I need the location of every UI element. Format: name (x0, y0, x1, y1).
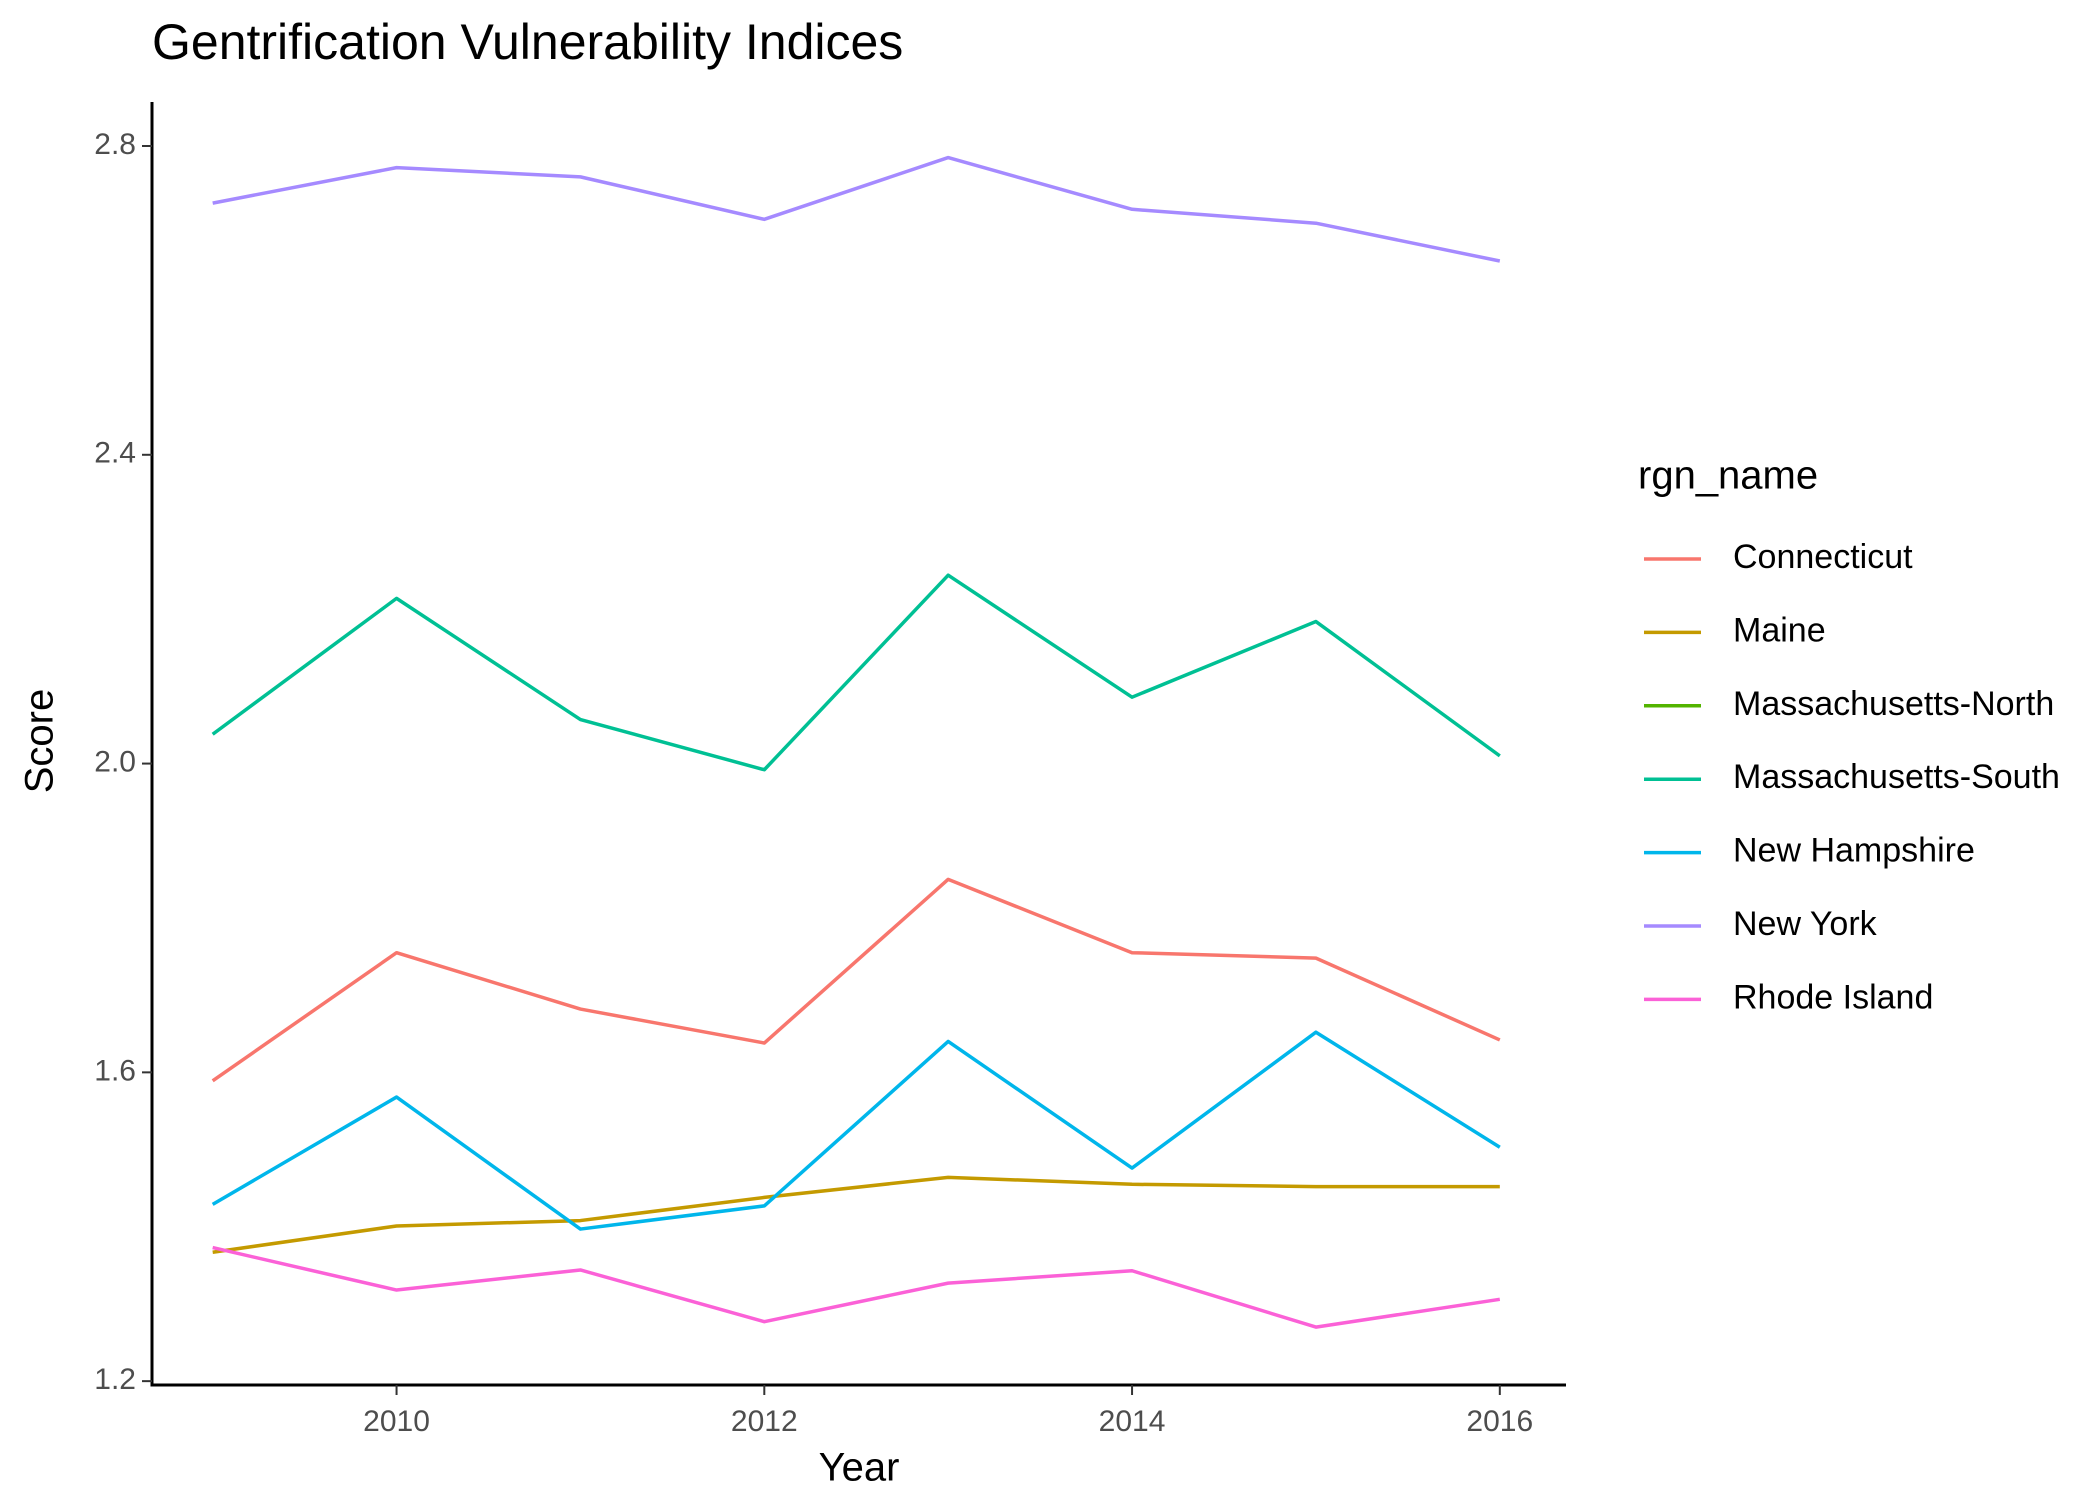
y-axis-label: Score (18, 689, 62, 794)
series-line (212, 1175, 1500, 1254)
series-line (212, 155, 1501, 263)
x-tick-label: 2012 (731, 1405, 798, 1438)
x-tick-label: 2016 (1466, 1405, 1533, 1438)
legend-label: New Hampshire (1733, 832, 1975, 870)
legend-label: Connecticut (1733, 538, 1913, 576)
series-line (211, 573, 1501, 772)
legend-label: Massachusetts-South (1733, 758, 2060, 796)
legend-label: New York (1733, 905, 1878, 943)
y-tick-label: 1.6 (94, 1054, 136, 1087)
legend-label: Massachusetts-North (1733, 685, 2054, 723)
y-tick-label: 1.2 (94, 1363, 136, 1396)
series-line (212, 1245, 1501, 1329)
legend-title: rgn_name (1638, 454, 1818, 498)
x-axis-label: Year (819, 1446, 900, 1490)
legend-label: Maine (1733, 611, 1826, 649)
x-tick-label: 2010 (363, 1405, 430, 1438)
series-line (211, 1030, 1501, 1231)
y-tick-label: 2.4 (94, 437, 136, 470)
chart-title: Gentrification Vulnerability Indices (152, 14, 903, 70)
y-tick-label: 2.8 (94, 128, 136, 161)
series-line (211, 877, 1501, 1083)
legend-label: Rhode Island (1733, 978, 1933, 1016)
x-tick-label: 2014 (1099, 1405, 1166, 1438)
y-tick-label: 2.0 (94, 745, 136, 778)
